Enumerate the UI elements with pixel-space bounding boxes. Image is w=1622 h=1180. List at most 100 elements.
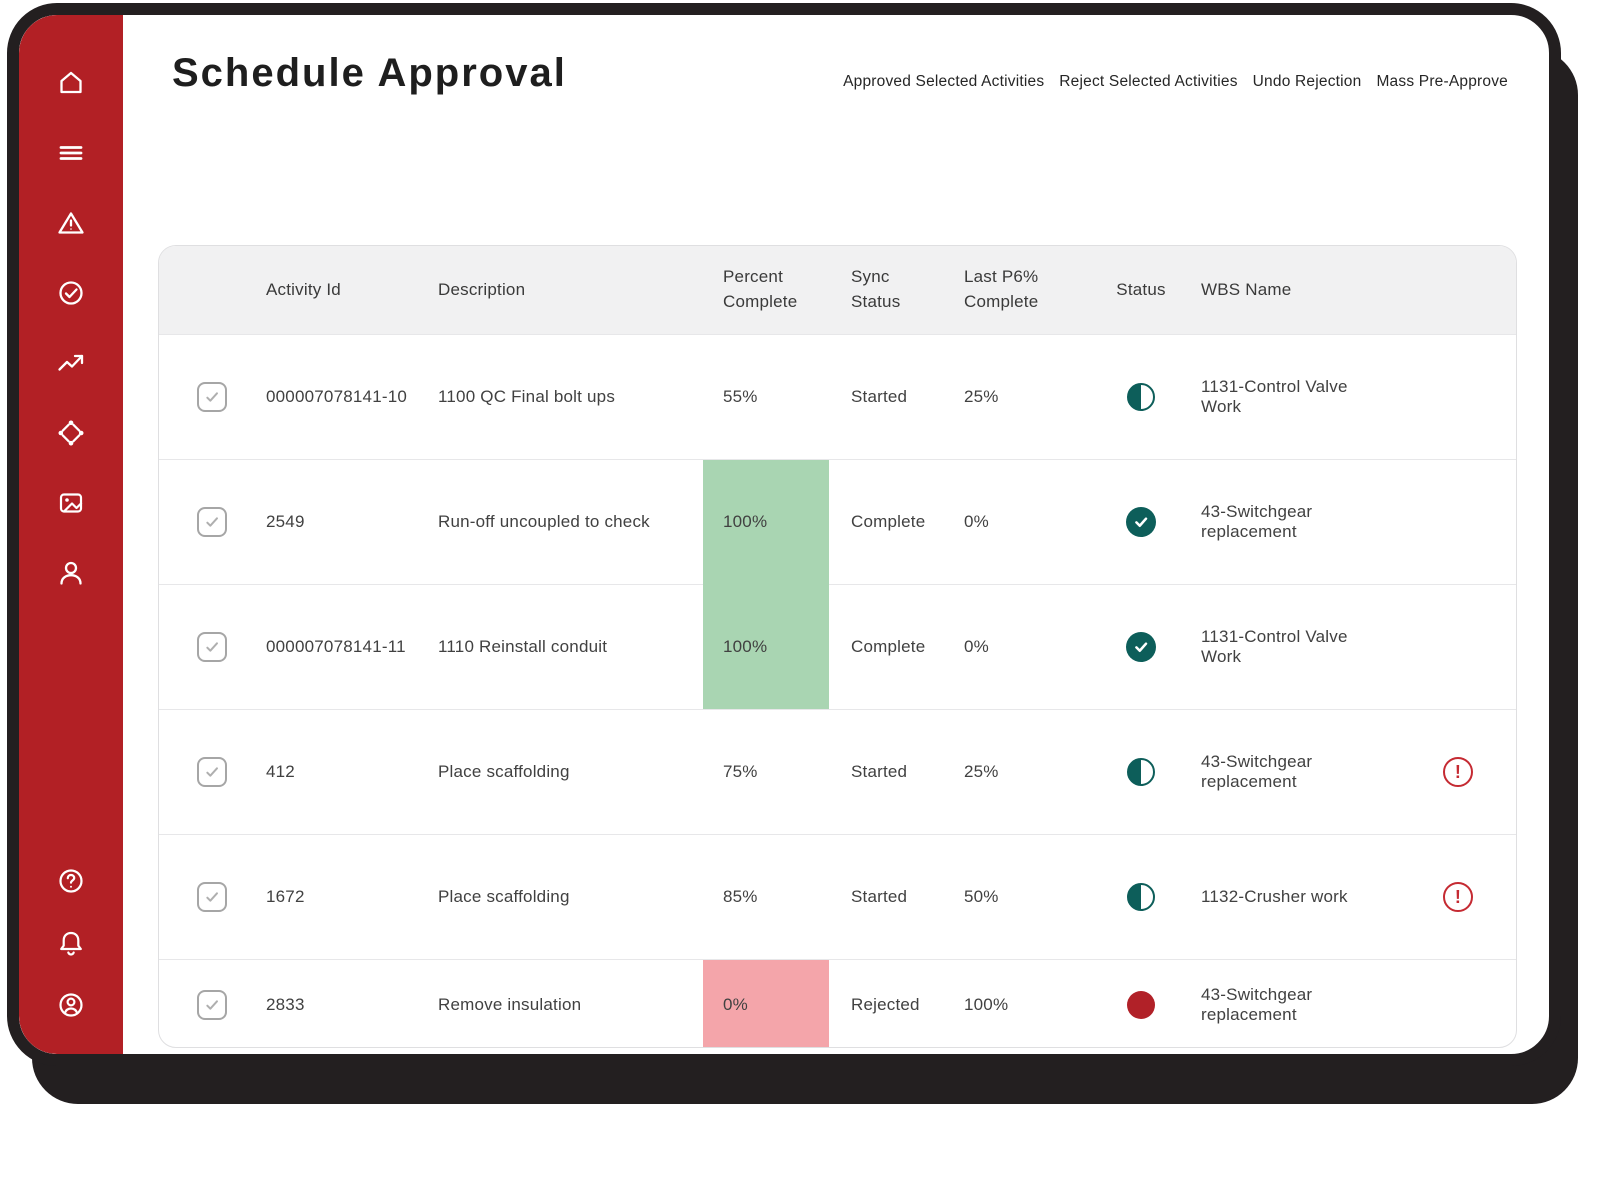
alert-cell xyxy=(1400,459,1516,584)
row-checkbox[interactable] xyxy=(197,757,227,787)
column-header-percent-complete: Percent Complete xyxy=(703,246,829,334)
last-p6-complete-cell: 100% xyxy=(964,959,1091,1047)
row-select-cell xyxy=(159,834,266,959)
action-mass-pre-approve[interactable]: Mass Pre-Approve xyxy=(1376,73,1508,90)
menu-icon xyxy=(59,146,83,160)
sidebar xyxy=(19,15,123,1054)
sidebar-item-warnings[interactable] xyxy=(55,207,87,239)
page-title: Schedule Approval xyxy=(172,51,567,95)
wbs-name-cell: 1131-Control Valve Work xyxy=(1191,584,1400,709)
column-header-description: Description xyxy=(438,246,703,334)
wbs-name-cell: 1132-Crusher work xyxy=(1191,834,1400,959)
sidebar-item-media[interactable] xyxy=(55,487,87,519)
alert-exclamation-icon[interactable]: ! xyxy=(1443,757,1473,787)
row-checkbox[interactable] xyxy=(197,989,227,1020)
column-header-wbs-name: WBS Name xyxy=(1191,246,1400,334)
row-checkbox[interactable] xyxy=(197,382,227,412)
column-header-sync-status: Sync Status xyxy=(829,246,964,334)
row-checkbox[interactable] xyxy=(197,507,227,537)
notifications-bell-icon xyxy=(60,931,82,956)
sync-status-cell: Complete xyxy=(829,459,964,584)
sync-status-cell: Complete xyxy=(829,584,964,709)
column-header-status: Status xyxy=(1091,246,1191,334)
action-approved-selected-activities[interactable]: Approved Selected Activities xyxy=(843,73,1045,90)
status-cell xyxy=(1091,584,1191,709)
action-undo-rejection[interactable]: Undo Rejection xyxy=(1252,73,1362,90)
status-cell xyxy=(1091,459,1191,584)
trending-up-icon xyxy=(58,354,84,371)
description-cell: 1110 Reinstall conduit xyxy=(438,584,703,709)
last-p6-complete-cell: 0% xyxy=(964,584,1091,709)
row-select-cell xyxy=(159,459,266,584)
wbs-name-cell: 43-Switchgear replacement xyxy=(1191,459,1400,584)
status-cell xyxy=(1091,959,1191,1047)
row-checkbox[interactable] xyxy=(197,882,227,912)
status-in-progress-icon xyxy=(1127,758,1155,786)
column-header-last-p6-complete: Last P6% Complete xyxy=(964,246,1091,334)
sidebar-item-sync[interactable] xyxy=(55,417,87,449)
sidebar-item-account[interactable] xyxy=(55,989,87,1021)
warning-icon xyxy=(58,212,84,234)
main-content: Schedule Approval Approved Selected Acti… xyxy=(123,15,1549,1054)
status-in-progress-icon xyxy=(1127,883,1155,911)
sidebar-nav-bottom xyxy=(55,865,87,1021)
table-row: 000007078141-10 1100 QC Final bolt ups 55%… xyxy=(159,334,1516,459)
sync-status-cell: Started xyxy=(829,834,964,959)
alert-cell xyxy=(1400,584,1516,709)
row-select-cell xyxy=(159,709,266,834)
table-row: 2549 Run-off uncoupled to check 100% Comple… xyxy=(159,459,1516,584)
alert-cell xyxy=(1400,959,1516,1047)
status-in-progress-icon xyxy=(1127,383,1155,411)
row-checkbox[interactable] xyxy=(197,632,227,662)
action-reject-selected-activities[interactable]: Reject Selected Activities xyxy=(1059,73,1238,90)
percent-complete-cell: 100% xyxy=(703,584,829,709)
wbs-name-cell: 43-Switchgear replacement xyxy=(1191,959,1400,1047)
sidebar-item-users[interactable] xyxy=(55,557,87,589)
status-rejected-icon xyxy=(1127,990,1155,1019)
app-window: Schedule Approval Approved Selected Acti… xyxy=(7,3,1561,1066)
sidebar-item-menu[interactable] xyxy=(55,137,87,169)
status-complete-icon xyxy=(1126,632,1156,662)
table-row: 1672 Place scaffolding 85% Started 50% 1132-C… xyxy=(159,834,1516,959)
approvals-check-icon xyxy=(59,281,83,305)
last-p6-complete-cell: 50% xyxy=(964,834,1091,959)
status-complete-icon xyxy=(1126,507,1156,537)
alert-cell: ! xyxy=(1400,834,1516,959)
last-p6-complete-cell: 25% xyxy=(964,709,1091,834)
sidebar-item-notifications[interactable] xyxy=(55,927,87,959)
sidebar-nav-top xyxy=(55,67,87,589)
column-header-label: Activity Id xyxy=(266,279,341,299)
sync-status-cell: Rejected xyxy=(829,959,964,1047)
user-icon xyxy=(60,561,82,585)
last-p6-complete-cell: 0% xyxy=(964,459,1091,584)
wbs-name-cell: 43-Switchgear replacement xyxy=(1191,709,1400,834)
sidebar-item-home[interactable] xyxy=(55,67,87,99)
sidebar-item-trends[interactable] xyxy=(55,347,87,379)
column-header-activity-id: Activity Id xyxy=(266,246,438,334)
alert-exclamation-icon[interactable]: ! xyxy=(1443,882,1473,912)
column-header-label: Sync Status xyxy=(851,267,901,311)
percent-complete-cell: 0% xyxy=(703,959,829,1047)
status-cell xyxy=(1091,334,1191,459)
home-icon xyxy=(60,71,82,94)
activity-id-cell: 000007078141-11 xyxy=(266,584,438,709)
column-header-empty xyxy=(159,246,266,334)
column-header-label: Percent Complete xyxy=(723,267,798,311)
sidebar-item-approvals[interactable] xyxy=(55,277,87,309)
alert-cell xyxy=(1400,334,1516,459)
activity-id-cell: 000007078141-10 xyxy=(266,334,438,459)
status-cell xyxy=(1091,709,1191,834)
percent-complete-cell: 55% xyxy=(703,334,829,459)
sync-network-icon xyxy=(58,420,84,446)
row-select-cell xyxy=(159,959,266,1047)
column-header-label: Description xyxy=(438,279,526,299)
description-cell: Place scaffolding xyxy=(438,834,703,959)
percent-complete-cell: 100% xyxy=(703,459,829,584)
description-cell: Place scaffolding xyxy=(438,709,703,834)
sync-status-cell: Started xyxy=(829,334,964,459)
description-cell: 1100 QC Final bolt ups xyxy=(438,334,703,459)
column-header-empty xyxy=(1400,246,1516,334)
sidebar-item-help[interactable] xyxy=(55,865,87,897)
activity-id-cell: 2549 xyxy=(266,459,438,584)
